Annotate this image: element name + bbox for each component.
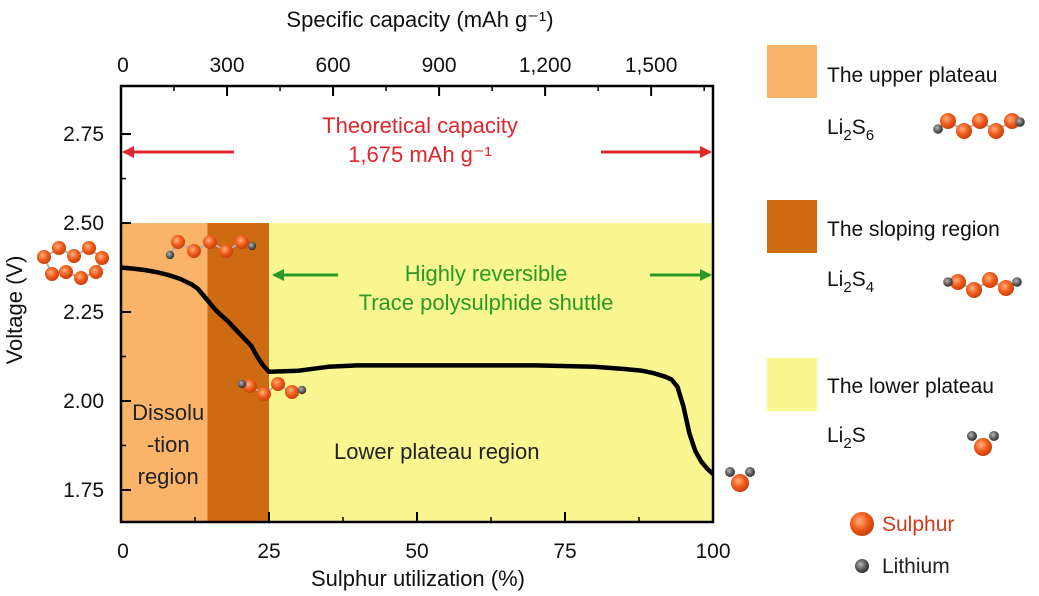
region-1 bbox=[207, 223, 269, 522]
chain-molecule-icon bbox=[165, 235, 257, 260]
annotation-theoretical-line1: Theoretical capacity bbox=[322, 113, 518, 138]
legend-swatch-lower bbox=[767, 358, 817, 411]
li2s-molecule-icon bbox=[725, 467, 755, 492]
molecule-layer bbox=[37, 113, 1025, 492]
legend-swatch-upper bbox=[767, 45, 817, 98]
x-axis-label: Sulphur utilization (%) bbox=[311, 566, 525, 591]
legend-swatch-sloping bbox=[767, 200, 817, 253]
x2-tick-label: 1,500 bbox=[625, 54, 678, 77]
y-tick-label: 2.50 bbox=[63, 212, 104, 235]
x-tick-label: 50 bbox=[405, 540, 428, 563]
region-label-dissolution: -tion bbox=[147, 432, 190, 457]
legend-lithium-label: Lithium bbox=[882, 555, 950, 578]
ring-molecule-icon bbox=[37, 241, 109, 285]
x2-tick-label: 600 bbox=[316, 54, 351, 77]
region-label-dissolution: Dissolu bbox=[132, 400, 204, 425]
legend-sulphur-label: Sulphur bbox=[882, 513, 954, 536]
tick-layer: 0 25 50 75 100 1.75 2.00 2.25 2.50 2.75 0 300 600 900… bbox=[63, 54, 730, 563]
legend-formula-upper: Li2S6 bbox=[827, 116, 874, 144]
x-tick-label: 75 bbox=[553, 540, 576, 563]
sulphur-atom-icon bbox=[850, 512, 874, 536]
svg-text:Li2S6: Li2S6 bbox=[827, 116, 874, 144]
voltage-curve bbox=[120, 265, 715, 476]
legend-label-upper: The upper plateau bbox=[827, 64, 997, 87]
x-tick-label: 100 bbox=[695, 540, 730, 563]
x2-axis-label: Specific capacity (mAh g⁻¹) bbox=[286, 7, 553, 32]
lithium-atom-icon bbox=[855, 559, 869, 573]
y-tick-label: 2.00 bbox=[63, 390, 104, 413]
legend-formula-sloping: Li2S4 bbox=[827, 268, 874, 296]
legend-label-sloping: The sloping region bbox=[827, 218, 1000, 241]
x-tick-label: 0 bbox=[117, 540, 129, 563]
x2-tick-label: 1,200 bbox=[519, 54, 572, 77]
legend-li2s6-molecule-icon bbox=[933, 113, 1025, 139]
annotation-layer: Theoretical capacity 1,675 mAh g⁻¹ Highly … bbox=[122, 113, 712, 315]
x2-tick-label: 300 bbox=[210, 54, 245, 77]
y-axis-label: Voltage (V) bbox=[2, 256, 27, 365]
curve-layer bbox=[120, 265, 715, 476]
legend-label-lower: The lower plateau bbox=[827, 375, 994, 398]
legend-formula-lower: Li2S bbox=[827, 424, 866, 452]
svg-text:Li2S4: Li2S4 bbox=[827, 268, 874, 296]
x-tick-label: 25 bbox=[257, 540, 280, 563]
region-label-dissolution: region bbox=[138, 464, 199, 489]
legend-li2s4-molecule-icon bbox=[943, 272, 1022, 298]
y-tick-label: 2.75 bbox=[63, 123, 104, 146]
x2-tick-label: 900 bbox=[422, 54, 457, 77]
svg-text:Li2S: Li2S bbox=[827, 424, 866, 452]
region-label-lower-plateau: Lower plateau region bbox=[334, 439, 539, 464]
legend: The upper plateau Li2S6 The sloping regi… bbox=[767, 45, 1000, 578]
x2-tick-label: 0 bbox=[117, 54, 129, 77]
annotation-theoretical-line2: 1,675 mAh g⁻¹ bbox=[348, 142, 492, 167]
y-tick-label: 1.75 bbox=[63, 479, 104, 502]
legend-li2s-molecule-icon bbox=[967, 431, 999, 456]
short-chain-molecule-icon bbox=[237, 377, 307, 401]
annotation-reversible-line2: Trace polysulphide shuttle bbox=[359, 290, 614, 315]
y-tick-label: 2.25 bbox=[63, 301, 104, 324]
annotation-reversible-line1: Highly reversible bbox=[405, 261, 568, 286]
